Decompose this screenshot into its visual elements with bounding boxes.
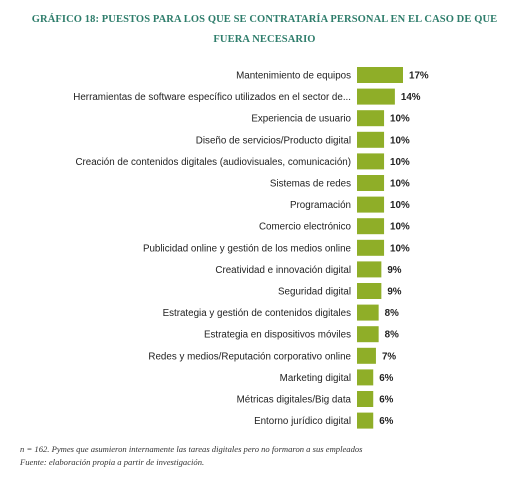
category-label: Herramientas de software específico util… xyxy=(73,92,351,103)
bar xyxy=(357,110,385,127)
category-label: Seguridad digital xyxy=(278,287,351,298)
bar xyxy=(357,261,382,278)
value-label: 6% xyxy=(379,373,393,384)
value-label: 10% xyxy=(390,135,410,146)
bar xyxy=(357,369,374,386)
bar xyxy=(357,239,385,256)
category-label: Programación xyxy=(290,200,351,211)
value-label: 10% xyxy=(390,243,410,254)
value-label: 14% xyxy=(401,92,421,103)
category-label: Sistemas de redes xyxy=(270,179,351,190)
value-label: 7% xyxy=(382,351,396,362)
value-label: 10% xyxy=(390,157,410,168)
bar xyxy=(357,391,374,407)
category-label: Redes y medios/Reputación corporativo on… xyxy=(148,351,351,362)
category-label: Comercio electrónico xyxy=(259,222,352,233)
category-label: Estrategia en dispositivos móviles xyxy=(204,330,351,341)
bar xyxy=(357,153,385,170)
category-label: Experiencia de usuario xyxy=(251,114,351,125)
value-label: 17% xyxy=(409,71,429,82)
bar xyxy=(357,175,385,191)
category-label: Publicidad online y gestión de los medio… xyxy=(143,243,352,254)
category-label: Entorno jurídico digital xyxy=(254,416,351,427)
category-label: Estrategia y gestión de contenidos digit… xyxy=(163,308,352,319)
bar xyxy=(357,283,382,299)
value-label: 6% xyxy=(379,416,393,427)
sample-note: n = 162. Pymes que asumieron internament… xyxy=(20,444,363,454)
category-label: Marketing digital xyxy=(280,373,351,384)
value-label: 9% xyxy=(387,287,401,298)
value-label: 6% xyxy=(379,395,393,406)
source-note: Fuente: elaboración propia a partir de i… xyxy=(20,457,205,467)
value-label: 10% xyxy=(390,200,410,211)
category-label: Mantenimiento de equipos xyxy=(236,71,351,82)
bar xyxy=(357,88,395,105)
bar xyxy=(357,67,403,83)
bar xyxy=(357,218,385,235)
bar xyxy=(357,131,385,148)
bar xyxy=(357,412,374,429)
value-label: 10% xyxy=(390,114,410,125)
value-label: 10% xyxy=(390,179,410,190)
category-label: Diseño de servicios/Producto digital xyxy=(196,135,351,146)
value-label: 8% xyxy=(385,308,399,319)
value-label: 9% xyxy=(387,265,401,276)
value-label: 8% xyxy=(385,330,399,341)
bar xyxy=(357,326,379,343)
category-label: Métricas digitales/Big data xyxy=(237,395,352,406)
chart-title: GRÁFICO 18: PUESTOS PARA LOS QUE SE CONT… xyxy=(31,14,498,45)
category-label: Creación de contenidos digitales (audiov… xyxy=(75,157,351,168)
value-label: 10% xyxy=(390,222,410,233)
bar xyxy=(357,304,379,321)
bar xyxy=(357,196,385,213)
bar xyxy=(357,347,376,364)
category-label: Creatividad e innovación digital xyxy=(215,265,351,276)
